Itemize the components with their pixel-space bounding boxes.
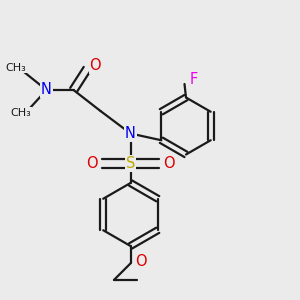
- Text: N: N: [41, 82, 52, 98]
- Text: O: O: [135, 254, 146, 269]
- Text: N: N: [125, 126, 136, 141]
- Text: CH₃: CH₃: [5, 63, 26, 73]
- Text: O: O: [90, 58, 101, 74]
- Text: O: O: [163, 156, 174, 171]
- Text: O: O: [87, 156, 98, 171]
- Text: CH₃: CH₃: [11, 107, 32, 118]
- Text: F: F: [189, 72, 198, 87]
- Text: S: S: [126, 156, 135, 171]
